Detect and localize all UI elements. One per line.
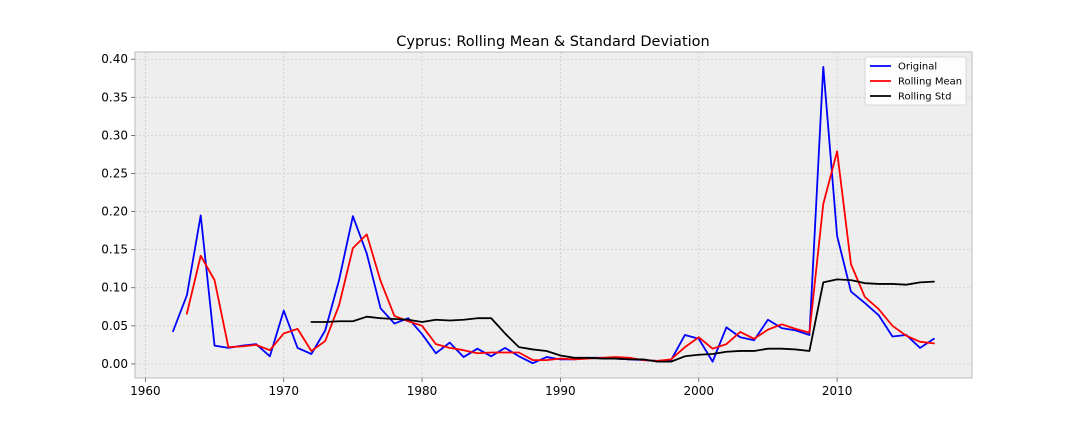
series-layer xyxy=(172,65,935,365)
y-tick-label: 0.10 xyxy=(101,281,128,295)
series-line-original xyxy=(172,65,935,365)
x-tick-label: 2010 xyxy=(822,384,853,398)
chart-title: Cyprus: Rolling Mean & Standard Deviatio… xyxy=(396,34,709,50)
legend-label-original: Original xyxy=(898,62,937,73)
legend: Original Rolling Mean Rolling Std xyxy=(864,56,967,106)
axis-ticks: 1960 1970 1980 1990 2000 2010 0.00 0.05 0.10 0.15… xyxy=(101,52,852,398)
series-line-rolling-mean xyxy=(185,150,935,362)
x-tick-label: 1960 xyxy=(130,384,161,398)
y-tick-label: 0.05 xyxy=(101,319,128,333)
legend-label-rolling-mean: Rolling Mean xyxy=(898,77,962,88)
plot-frame xyxy=(134,51,973,379)
plot-area xyxy=(135,52,972,378)
y-tick-label: 0.25 xyxy=(101,166,128,180)
y-tick-label: 0.30 xyxy=(101,128,128,142)
x-tick-label: 1990 xyxy=(545,384,576,398)
x-tick-label: 1970 xyxy=(268,384,299,398)
legend-label-rolling-std: Rolling Std xyxy=(898,92,951,103)
y-tick-label: 0.20 xyxy=(101,205,128,219)
x-tick-label: 2000 xyxy=(683,384,714,398)
y-tick-label: 0.40 xyxy=(101,52,128,66)
y-tick-label: 0.15 xyxy=(101,243,128,257)
x-tick-label: 1980 xyxy=(407,384,438,398)
y-tick-label: 0.00 xyxy=(101,357,128,371)
series-line-rolling-std xyxy=(310,278,935,363)
y-tick-label: 0.35 xyxy=(101,90,128,104)
legend-box xyxy=(864,56,967,106)
